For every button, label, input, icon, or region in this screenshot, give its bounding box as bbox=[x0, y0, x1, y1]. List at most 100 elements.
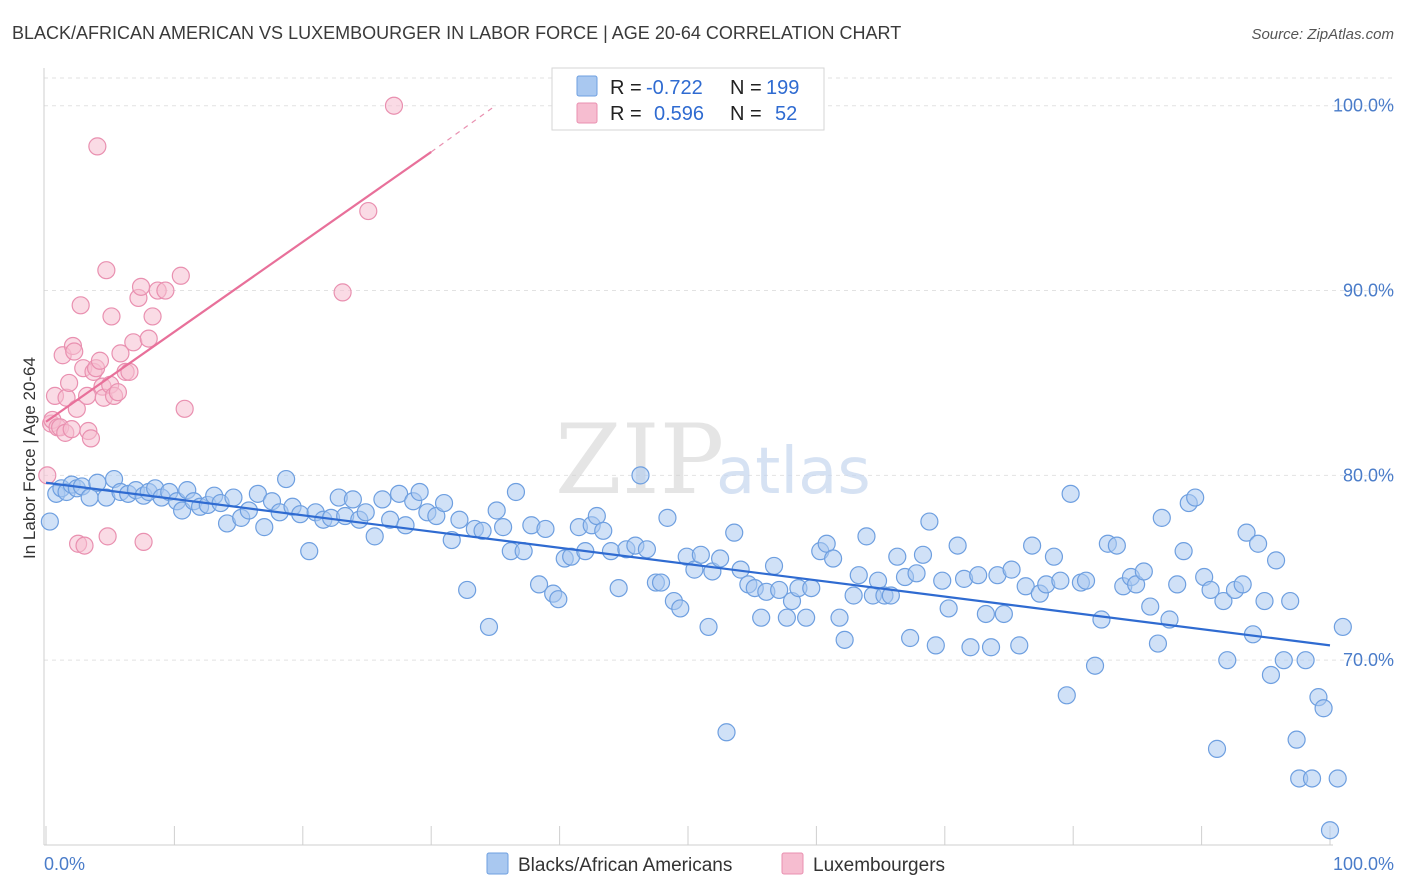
black-african-american-point-165 bbox=[1174, 542, 1193, 561]
black-african-american-point-81 bbox=[609, 579, 628, 598]
black-african-american-point-104 bbox=[764, 556, 784, 576]
stats-n-label-blue: N = bbox=[730, 77, 762, 99]
luxembourger-point-45 bbox=[175, 399, 194, 418]
black-african-american-point-30 bbox=[239, 501, 258, 520]
luxembourger-point-12 bbox=[65, 342, 84, 361]
black-african-american-point-131 bbox=[939, 599, 958, 618]
luxembourger-point-39 bbox=[134, 532, 153, 551]
legend-label-blacks: Blacks/African Americans bbox=[518, 855, 732, 876]
x-tick-labels: 0.0% 100.0% bbox=[44, 854, 1394, 874]
black-african-american-point-97 bbox=[717, 723, 736, 742]
black-african-american-point-102 bbox=[752, 608, 771, 627]
legend-swatch-blacks bbox=[486, 852, 509, 875]
black-african-american-point-35 bbox=[277, 469, 296, 489]
black-african-american-point-38 bbox=[300, 542, 319, 561]
black-african-american-point-132 bbox=[948, 536, 967, 555]
black-african-american-point-61 bbox=[473, 521, 492, 540]
black-african-american-point-137 bbox=[981, 638, 1001, 657]
y-axis-title: In Labor Force | Age 20-64 bbox=[20, 357, 39, 559]
luxembourger-point-44 bbox=[171, 266, 190, 285]
black-african-american-point-135 bbox=[969, 566, 988, 585]
watermark: ZIP atlas bbox=[555, 404, 871, 516]
black-african-american-point-180 bbox=[1266, 551, 1286, 570]
black-african-american-point-94 bbox=[699, 617, 718, 637]
luxembourger-point-15 bbox=[71, 296, 90, 315]
black-african-american-point-159 bbox=[1134, 562, 1153, 581]
black-african-american-point-162 bbox=[1152, 508, 1171, 527]
black-african-american-point-185 bbox=[1296, 651, 1315, 670]
black-african-american-point-114 bbox=[830, 608, 849, 627]
black-african-american-point-167 bbox=[1186, 488, 1205, 507]
black-african-american-point-53 bbox=[410, 482, 429, 502]
luxembourger-point-47 bbox=[359, 201, 378, 221]
black-african-american-point-48 bbox=[373, 490, 392, 509]
black-african-american-point-171 bbox=[1214, 591, 1233, 611]
black-african-american-point-155 bbox=[1107, 536, 1126, 555]
luxembourger-point-40 bbox=[139, 329, 158, 348]
luxembourger-point-35 bbox=[120, 362, 139, 381]
y-tick-label-80: 80.0% bbox=[1343, 465, 1394, 485]
black-african-american-point-160 bbox=[1141, 597, 1160, 616]
watermark-zip: ZIP bbox=[555, 404, 724, 516]
black-african-american-point-80 bbox=[601, 542, 621, 561]
y-tick-label-70: 70.0% bbox=[1343, 650, 1394, 670]
luxembourger-point-33 bbox=[111, 344, 130, 363]
black-african-american-point-143 bbox=[1023, 536, 1042, 555]
stats-r-label-blue: R = bbox=[610, 77, 642, 99]
black-african-american-point-72 bbox=[549, 590, 568, 609]
black-african-american-point-181 bbox=[1274, 651, 1293, 670]
black-african-american-point-129 bbox=[926, 636, 945, 655]
black-african-american-point-117 bbox=[849, 566, 868, 585]
black-african-american-point-64 bbox=[494, 518, 513, 537]
legend-label-luxembourgers: Luxembourgers bbox=[813, 855, 945, 876]
black-african-american-point-164 bbox=[1168, 575, 1187, 594]
black-african-american-point-172 bbox=[1218, 651, 1237, 670]
black-african-american-point-125 bbox=[901, 628, 920, 648]
chart-source: Source: ZipAtlas.com bbox=[1251, 26, 1394, 43]
black-african-american-point-110 bbox=[802, 579, 821, 598]
stats-r-value-blue: -0.722 bbox=[646, 77, 703, 99]
black-african-american-point-142 bbox=[1016, 577, 1035, 596]
black-african-american-point-58 bbox=[450, 510, 469, 529]
chart-title: BLACK/AFRICAN AMERICAN VS LUXEMBOURGER I… bbox=[12, 23, 901, 43]
black-african-american-point-190 bbox=[1328, 769, 1347, 788]
black-african-american-point-178 bbox=[1255, 591, 1274, 611]
black-african-american-point-96 bbox=[710, 549, 730, 568]
luxembourger-point-17 bbox=[75, 536, 94, 555]
axes bbox=[43, 68, 1333, 846]
black-african-american-point-146 bbox=[1044, 547, 1064, 566]
black-african-american-point-182 bbox=[1281, 591, 1300, 611]
y-tick-labels: 70.0% 80.0% 90.0% 100.0% bbox=[1333, 96, 1394, 670]
stats-n-value-blue: 199 bbox=[766, 77, 799, 99]
black-african-american-point-67 bbox=[514, 542, 533, 561]
black-african-american-point-109 bbox=[797, 608, 816, 627]
black-african-american-point-70 bbox=[536, 519, 555, 539]
black-african-american-point-179 bbox=[1261, 665, 1281, 685]
stats-n-label-pink: N = bbox=[730, 103, 762, 125]
stats-legend: R = -0.722 N = 199 R = 0.596 N = 52 bbox=[551, 67, 825, 131]
black-african-american-point-141 bbox=[1010, 636, 1029, 655]
luxembourger-point-0 bbox=[38, 466, 57, 485]
legend-swatch-luxembourgers bbox=[781, 852, 804, 875]
black-african-american-point-126 bbox=[907, 564, 926, 583]
black-african-american-point-56 bbox=[434, 493, 454, 513]
black-african-american-point-28 bbox=[224, 488, 243, 507]
luxembourger-point-24 bbox=[90, 351, 110, 370]
black-african-american-point-98 bbox=[725, 523, 744, 542]
black-african-american-point-186 bbox=[1302, 769, 1322, 788]
stats-r-value-pink: 0.596 bbox=[654, 103, 704, 125]
trend-line-blacks bbox=[45, 481, 1331, 647]
black-african-american-point-134 bbox=[961, 638, 980, 657]
black-african-american-point-191 bbox=[1333, 617, 1352, 637]
black-african-american-point-115 bbox=[835, 630, 854, 649]
black-african-american-point-170 bbox=[1207, 739, 1227, 758]
black-african-american-point-175 bbox=[1237, 523, 1256, 542]
x-axis-ticks bbox=[45, 826, 1331, 845]
trend-line-luxembourgers-extension bbox=[430, 105, 496, 153]
black-african-american-point-183 bbox=[1287, 730, 1306, 749]
black-african-american-point-177 bbox=[1248, 534, 1268, 553]
y-tick-label-100: 100.0% bbox=[1333, 96, 1394, 116]
x-tick-label-min: 0.0% bbox=[44, 854, 85, 874]
black-african-american-point-127 bbox=[913, 545, 933, 564]
black-african-american-point-152 bbox=[1085, 656, 1105, 675]
